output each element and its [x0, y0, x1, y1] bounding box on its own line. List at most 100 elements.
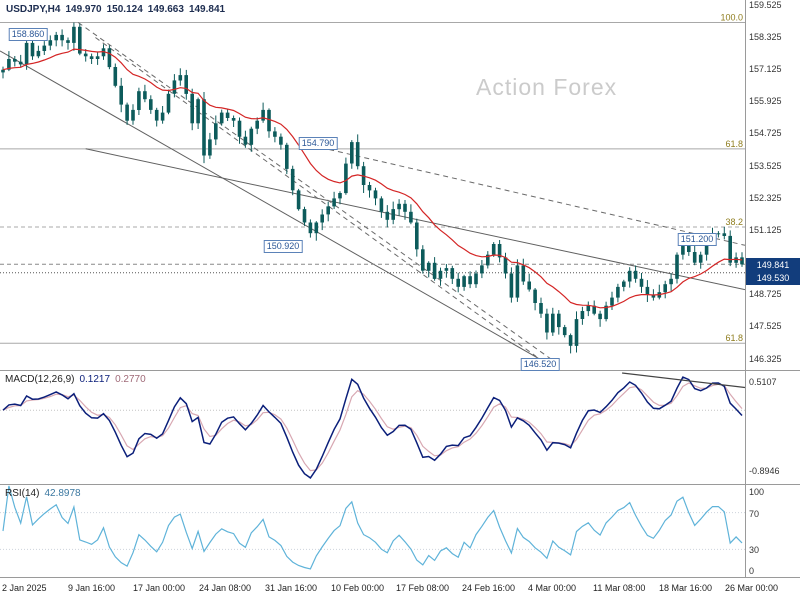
candle-body: [172, 80, 177, 94]
ohlc-close: 149.841: [188, 4, 226, 15]
candle-body: [675, 254, 679, 279]
candle-body: [598, 313, 602, 320]
price-axis-tick-label: 146.325: [749, 354, 782, 364]
rsi-axis-tick-label: 70: [749, 509, 760, 519]
candle-body: [18, 61, 23, 65]
candle-body: [95, 56, 100, 59]
macd-indicator-panel[interactable]: [0, 371, 745, 484]
candle-body: [219, 112, 224, 124]
candle-body: [149, 99, 153, 110]
candle-body: [491, 244, 496, 255]
rsi-axis-tick-label: 100: [749, 487, 765, 497]
fib-ratio-label: 61.8: [725, 333, 743, 343]
trendline[interactable]: [0, 50, 560, 370]
candle-body: [225, 112, 230, 118]
rsi-axis-tick-label: 30: [749, 545, 760, 555]
candle-body: [734, 257, 738, 263]
dashed-trendline[interactable]: [320, 147, 745, 246]
candle-body: [421, 249, 425, 271]
swing-price-annotation[interactable]: 154.790: [298, 137, 338, 150]
candle-body: [515, 265, 520, 298]
panel-divider: [0, 370, 800, 371]
candle-body: [54, 34, 58, 41]
swing-price-annotation[interactable]: 146.520: [520, 358, 560, 371]
macd-trendline[interactable]: [622, 372, 745, 389]
fib-ratio-label: 38.2: [725, 217, 743, 227]
candle-body: [338, 193, 342, 199]
candle-body: [503, 257, 508, 274]
candle-body: [1, 69, 5, 73]
candle-body: [83, 53, 88, 57]
candle-body: [616, 286, 620, 298]
candle-body: [373, 190, 378, 199]
swing-price-annotation[interactable]: 151.200: [677, 233, 717, 246]
candle-body: [214, 123, 218, 140]
current-price-badge: 149.841: [746, 258, 800, 272]
candle-body: [456, 278, 460, 287]
candle-body: [562, 327, 567, 336]
price-axis-tick-label: 155.925: [749, 96, 782, 106]
rsi-axis-tick-label: 0: [749, 566, 755, 576]
main-price-chart[interactable]: 100.0 61.8 38.2 61.8: [0, 0, 745, 370]
trendline[interactable]: [85, 148, 745, 291]
candle-body: [669, 278, 673, 285]
candle-body: [78, 26, 82, 54]
swing-price-annotation[interactable]: 150.920: [263, 240, 303, 253]
candle-body: [692, 252, 697, 263]
time-axis-label: 4 Mar 00:00: [528, 583, 577, 593]
candle-body: [24, 42, 29, 65]
current-price-badge: 149.530: [746, 271, 800, 285]
candle-body: [480, 265, 484, 274]
candle-body: [154, 109, 159, 121]
price-axis-separator: [745, 0, 746, 578]
candle-body: [66, 40, 70, 43]
candle-body: [403, 203, 407, 212]
candle-body: [474, 273, 478, 285]
candle-body: [444, 268, 449, 271]
candle-body: [279, 136, 283, 145]
macd-axis-max-label: 0.5107: [749, 377, 777, 387]
candle-body: [385, 211, 390, 220]
candle-body: [509, 273, 514, 298]
price-axis-tick-label: 154.725: [749, 128, 782, 138]
candle-body: [208, 139, 212, 156]
candle-body: [326, 206, 330, 215]
candle-body: [320, 214, 324, 223]
candle-body: [237, 120, 242, 137]
rsi-indicator-panel[interactable]: [0, 485, 745, 577]
candle-body: [533, 289, 537, 303]
candle-body: [379, 198, 384, 212]
candle-body: [645, 286, 650, 295]
rsi-label: RSI(14): [5, 488, 40, 499]
candle-body: [202, 99, 206, 156]
swing-price-annotation[interactable]: 158.860: [8, 28, 48, 41]
candle-body: [350, 142, 354, 164]
rsi-line: [2, 485, 743, 570]
candle-body: [391, 209, 395, 220]
candle-body: [285, 144, 289, 169]
candle-body: [255, 120, 259, 129]
candle-body: [30, 42, 35, 57]
candle-body: [409, 211, 413, 223]
price-axis-tick-label: 153.525: [749, 161, 782, 171]
candle-body: [231, 118, 236, 121]
candle-body: [131, 109, 135, 121]
time-axis-label: 17 Jan 00:00: [133, 583, 186, 593]
fib-ratio-label: 61.8: [725, 139, 743, 149]
candle-body: [663, 284, 667, 293]
dashed-trendline[interactable]: [95, 37, 537, 358]
symbol-timeframe-label: USDJPY,H4: [6, 4, 61, 15]
candle-body: [539, 303, 543, 314]
candle-body: [639, 278, 644, 287]
candle-body: [557, 313, 561, 328]
candle-body: [273, 131, 277, 137]
watermark: Action Forex: [476, 74, 618, 100]
price-axis-tick-label: 147.525: [749, 321, 782, 331]
candle-body: [568, 335, 573, 346]
candle-body: [580, 311, 585, 319]
candle-body: [716, 233, 721, 235]
candle-body: [468, 276, 472, 285]
macd-axis-min-label: -0.8946: [749, 466, 780, 476]
candle-body: [627, 270, 632, 282]
